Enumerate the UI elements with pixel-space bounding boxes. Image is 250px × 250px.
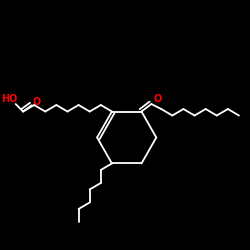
Text: O: O (32, 96, 41, 106)
Text: O: O (154, 94, 162, 104)
Text: HO: HO (1, 94, 18, 104)
